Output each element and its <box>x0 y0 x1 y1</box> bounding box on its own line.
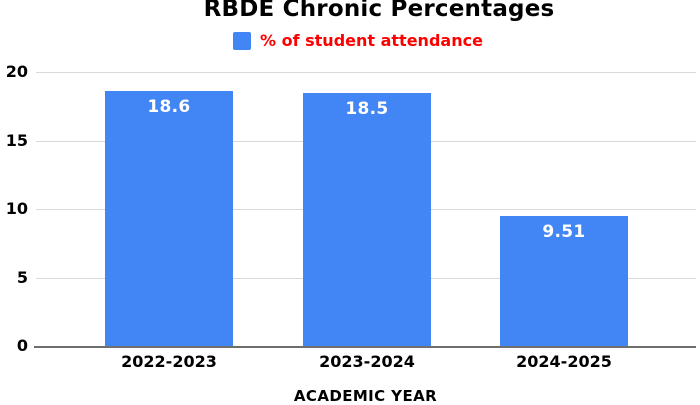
bar-value-label: 9.51 <box>542 221 586 242</box>
legend-label: % of student attendance <box>260 31 483 50</box>
legend-swatch-icon <box>233 31 251 50</box>
bar-2022-2023: 18.6 <box>105 91 233 346</box>
y-tick-label: 15 <box>5 130 28 150</box>
y-tick-label: 10 <box>5 199 28 218</box>
y-tick-label: 5 <box>16 267 28 287</box>
bar-value-label: 18.5 <box>345 98 389 119</box>
legend: % of student attendance <box>233 31 483 50</box>
y-tick-label: 0 <box>16 336 28 355</box>
x-tick-label: 2022-2023 <box>121 352 217 371</box>
bar-value-label: 18.6 <box>147 97 191 118</box>
x-axis-line <box>34 346 696 348</box>
x-tick-label: 2023-2024 <box>319 352 415 371</box>
bar-2024-2025: 9.51 <box>500 215 628 346</box>
chart-title: RBDE Chronic Percentages <box>203 0 555 22</box>
x-axis-title: ACADEMIC YEAR <box>293 387 438 405</box>
bar-2023-2024: 18.5 <box>303 92 431 346</box>
gridline <box>36 72 696 73</box>
x-tick-label: 2024-2025 <box>516 352 612 371</box>
y-tick-label: 20 <box>5 62 28 81</box>
